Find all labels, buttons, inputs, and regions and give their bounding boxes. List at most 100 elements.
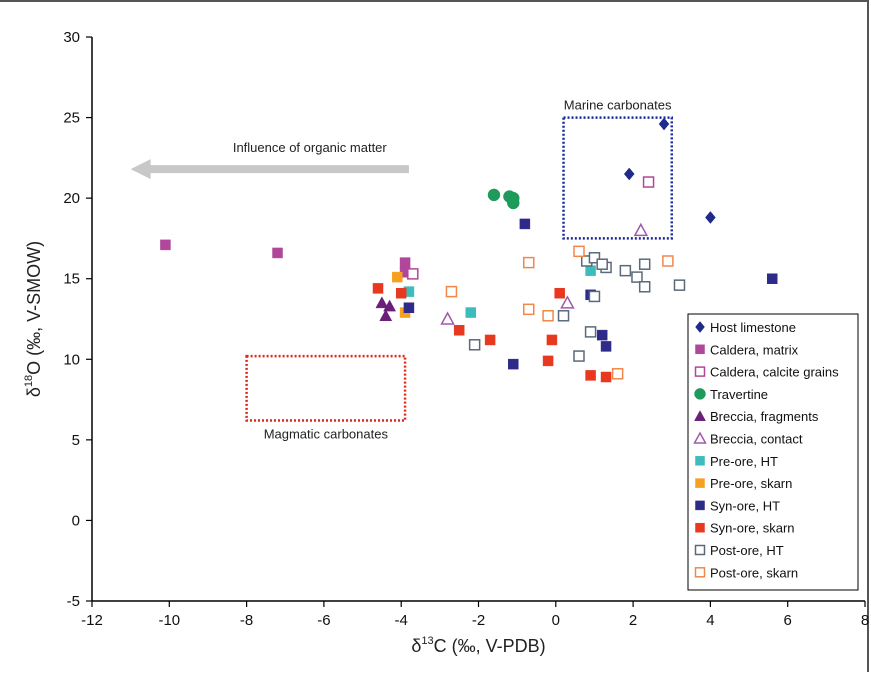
legend-marker xyxy=(695,456,705,466)
legend-label: Caldera, calcite grains xyxy=(710,365,839,380)
data-point xyxy=(658,117,670,131)
legend-label: Caldera, matrix xyxy=(710,342,799,357)
data-point xyxy=(383,299,397,312)
data-point xyxy=(507,196,520,210)
y-tick-label: 15 xyxy=(63,271,80,288)
data-point xyxy=(585,265,596,276)
x-tick-label: 4 xyxy=(706,612,714,629)
data-point xyxy=(638,281,651,293)
data-point xyxy=(560,295,575,309)
data-point xyxy=(465,307,477,318)
x-tick-label: 8 xyxy=(861,612,869,629)
legend-label: Syn-ore, HT xyxy=(710,498,780,513)
y-tick-label: 0 xyxy=(72,512,80,529)
data-point xyxy=(546,334,558,346)
data-point xyxy=(619,264,632,277)
x-tick-label: -10 xyxy=(158,612,180,629)
data-point xyxy=(623,167,635,181)
legend-marker xyxy=(695,321,705,333)
data-point xyxy=(468,339,481,351)
x-axis-title: δ13C (‰, V-PDB) xyxy=(411,635,545,656)
data-point xyxy=(573,350,585,362)
data-point xyxy=(596,329,608,341)
x-tick-label: -12 xyxy=(81,612,103,629)
legend-marker xyxy=(694,567,706,578)
data-point xyxy=(631,271,643,283)
x-tick-label: -2 xyxy=(472,612,485,629)
data-point xyxy=(542,355,554,367)
x-tick-label: 2 xyxy=(629,612,637,629)
y-tick-label: 5 xyxy=(72,432,80,449)
data-point xyxy=(379,309,393,322)
data-point xyxy=(522,256,535,269)
x-tick-label: -4 xyxy=(395,612,408,629)
legend-marker xyxy=(695,500,705,511)
legend-label: Post-ore, HT xyxy=(710,543,784,558)
organic-matter-arrow: Influence of organic matter xyxy=(130,140,409,180)
data-point xyxy=(557,310,570,322)
data-point xyxy=(554,287,565,299)
data-point xyxy=(585,370,596,381)
legend-marker xyxy=(693,431,707,444)
data-point xyxy=(633,222,649,237)
data-point xyxy=(766,273,778,284)
y-tick-label: 25 xyxy=(63,110,80,127)
data-point xyxy=(584,326,597,338)
data-points xyxy=(160,117,778,383)
data-point xyxy=(705,211,716,224)
y-tick-label: 10 xyxy=(63,351,80,368)
x-tick-label: -6 xyxy=(317,612,330,629)
y-axis-title: δ18O (‰, V-SMOW) xyxy=(23,241,44,397)
data-point xyxy=(407,268,419,280)
x-tick-label: -8 xyxy=(240,612,253,629)
y-tick-label: -5 xyxy=(67,593,80,610)
legend-label: Host limestone xyxy=(710,320,796,335)
data-point xyxy=(395,287,407,299)
legend-label: Syn-ore, skarn xyxy=(710,521,795,536)
legend-marker xyxy=(695,478,705,488)
axes: -12 -10 -8 -6 -4 -2 0 2 4 6 8 -5 0 5 10 15 20 25 30 δ13C (‰… xyxy=(23,29,869,656)
data-point xyxy=(638,258,651,270)
legend-marker xyxy=(695,522,705,533)
region-label-magmatic: Magmatic carbonates xyxy=(264,427,389,442)
data-point xyxy=(542,310,554,322)
arrow-head xyxy=(130,159,151,180)
legend-label: Post-ore, skarn xyxy=(710,565,798,580)
region-box-0 xyxy=(562,116,674,240)
data-point xyxy=(522,303,535,316)
data-point xyxy=(272,247,283,259)
data-point xyxy=(445,285,458,298)
legend-marker xyxy=(695,344,705,355)
data-point xyxy=(508,358,519,370)
region-label-marine: Marine carbonates xyxy=(564,98,672,113)
legend-label: Breccia, fragments xyxy=(710,409,819,424)
legend-marker xyxy=(694,366,706,377)
y-tick-label: 30 xyxy=(63,29,80,46)
legend-label: Breccia, contact xyxy=(710,432,803,447)
x-tick-label: 0 xyxy=(552,612,560,629)
data-point xyxy=(600,371,612,383)
data-point xyxy=(160,239,171,251)
y-tick-label: 20 xyxy=(63,190,80,207)
data-point xyxy=(662,255,674,267)
legend-marker xyxy=(694,544,706,556)
region-box-1 xyxy=(245,354,407,422)
data-point xyxy=(487,188,501,202)
region-boxes: Marine carbonates Magmatic carbonates xyxy=(245,98,674,442)
legend-label: Pre-ore, HT xyxy=(710,454,778,469)
legend-box xyxy=(687,313,859,591)
data-point xyxy=(403,302,415,313)
legend: Host limestone Caldera, matrix Caldera, ca… xyxy=(687,313,859,591)
legend-marker xyxy=(694,388,706,400)
data-point xyxy=(440,311,455,325)
legend-label: Pre-ore, skarn xyxy=(710,476,792,491)
data-point xyxy=(453,325,465,336)
data-point xyxy=(600,341,612,352)
x-tick-label: 6 xyxy=(784,612,792,629)
data-point xyxy=(673,279,686,291)
data-point xyxy=(596,258,608,270)
data-point xyxy=(399,257,411,268)
data-point xyxy=(611,368,624,380)
